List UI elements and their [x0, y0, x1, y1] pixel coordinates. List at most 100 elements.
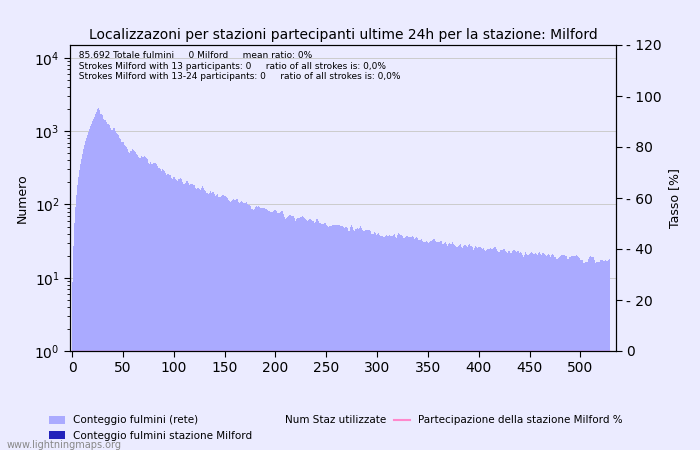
Bar [296, 220, 297, 450]
Bar [503, 351, 505, 450]
Bar [165, 173, 166, 450]
Bar [590, 351, 591, 450]
Bar [338, 351, 339, 450]
Bar [604, 351, 606, 450]
Bar [564, 351, 565, 450]
Bar [211, 351, 212, 450]
Bar [339, 225, 340, 450]
Bar [409, 351, 410, 450]
Bar [277, 213, 278, 450]
Bar [448, 351, 449, 450]
Bar [559, 256, 561, 450]
Bar [471, 351, 472, 450]
Bar [358, 229, 359, 450]
Bar [468, 246, 469, 450]
Bar [474, 248, 475, 450]
Bar [392, 236, 393, 450]
Bar [514, 251, 516, 450]
Bar [178, 351, 179, 450]
Bar [415, 238, 416, 450]
Bar [368, 351, 370, 450]
Bar [249, 205, 251, 450]
Bar [85, 141, 86, 450]
Bar [381, 351, 382, 450]
Bar [349, 351, 350, 450]
Bar [106, 122, 107, 450]
Bar [103, 119, 104, 450]
Text: www.lightningmaps.org: www.lightningmaps.org [7, 440, 122, 450]
Bar [580, 260, 581, 450]
Bar [82, 351, 83, 450]
Bar [396, 238, 397, 450]
Bar [439, 242, 440, 450]
Bar [383, 351, 384, 450]
Bar [307, 221, 309, 450]
Bar [350, 351, 351, 450]
Bar [496, 351, 498, 450]
Bar [215, 196, 216, 450]
Bar [576, 351, 577, 450]
Bar [351, 351, 352, 450]
Bar [280, 212, 281, 450]
Bar [525, 252, 526, 450]
Bar [355, 229, 356, 450]
Bar [264, 208, 265, 450]
Bar [237, 199, 238, 450]
Bar [235, 200, 236, 450]
Bar [472, 351, 473, 450]
Bar [165, 351, 166, 450]
Bar [592, 351, 593, 450]
Bar [533, 254, 534, 450]
Bar [440, 351, 442, 450]
Bar [473, 351, 474, 450]
Bar [464, 351, 465, 450]
Bar [391, 236, 392, 450]
Bar [404, 351, 405, 450]
Legend: Conteggio fulmini (rete), Conteggio fulmini stazione Milford, Num Staz utilizzat: Conteggio fulmini (rete), Conteggio fulm… [45, 411, 627, 445]
Bar [136, 351, 138, 450]
Bar [526, 253, 527, 450]
Bar [88, 351, 89, 450]
Bar [505, 351, 507, 450]
Bar [602, 261, 603, 450]
Bar [343, 351, 344, 450]
Bar [219, 351, 220, 450]
Bar [93, 119, 94, 450]
Bar [138, 351, 139, 450]
Bar [220, 351, 221, 450]
Bar [594, 351, 595, 450]
Bar [478, 351, 480, 450]
Bar [374, 233, 375, 450]
Bar [335, 351, 336, 450]
Bar [107, 125, 108, 450]
Bar [144, 351, 145, 450]
Bar [455, 351, 456, 450]
Bar [108, 351, 109, 450]
Bar [527, 255, 528, 450]
Bar [424, 351, 426, 450]
Bar [248, 205, 249, 450]
Bar [118, 351, 119, 450]
Bar [372, 351, 374, 450]
Bar [539, 252, 540, 450]
Bar [233, 199, 235, 450]
Bar [401, 351, 402, 450]
Bar [584, 351, 585, 450]
Bar [430, 351, 431, 450]
Bar [218, 197, 219, 450]
Bar [112, 130, 113, 450]
Bar [428, 243, 429, 450]
Bar [332, 225, 334, 450]
Bar [287, 351, 288, 450]
Bar [157, 166, 158, 450]
Bar [267, 351, 268, 450]
Bar [400, 351, 401, 450]
Bar [598, 262, 599, 450]
Bar [145, 351, 146, 450]
Bar [289, 215, 290, 450]
Bar [542, 253, 543, 450]
Bar [265, 351, 266, 450]
Bar [277, 351, 278, 450]
Bar [596, 262, 597, 450]
Bar [94, 351, 95, 450]
